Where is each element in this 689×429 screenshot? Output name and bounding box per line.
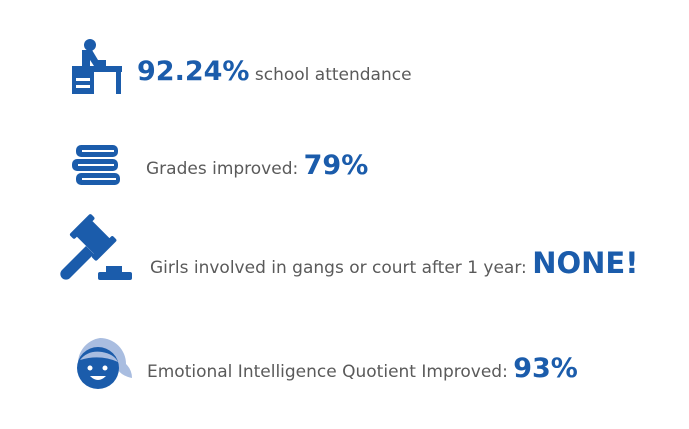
label: Emotional Intelligence Quotient Improved… xyxy=(147,362,508,382)
books-icon xyxy=(72,145,120,185)
value: 79% xyxy=(303,150,369,181)
desk-icon xyxy=(72,39,122,94)
item-attendance: 92.24% school attendance xyxy=(137,56,412,87)
label: Grades improved: xyxy=(146,159,299,179)
label: school attendance xyxy=(254,65,412,85)
value: 92.24% xyxy=(137,56,250,87)
item-gangs: Girls involved in gangs or court after 1… xyxy=(150,246,638,280)
value: 93% xyxy=(513,353,578,384)
value: NONE! xyxy=(532,246,639,280)
gavel-icon xyxy=(60,214,132,280)
item-grades: Grades improved: 79% xyxy=(146,150,368,181)
label: Girls involved in gangs or court after 1… xyxy=(150,258,527,278)
item-eq: Emotional Intelligence Quotient Improved… xyxy=(147,353,578,384)
face-icon xyxy=(77,338,132,389)
